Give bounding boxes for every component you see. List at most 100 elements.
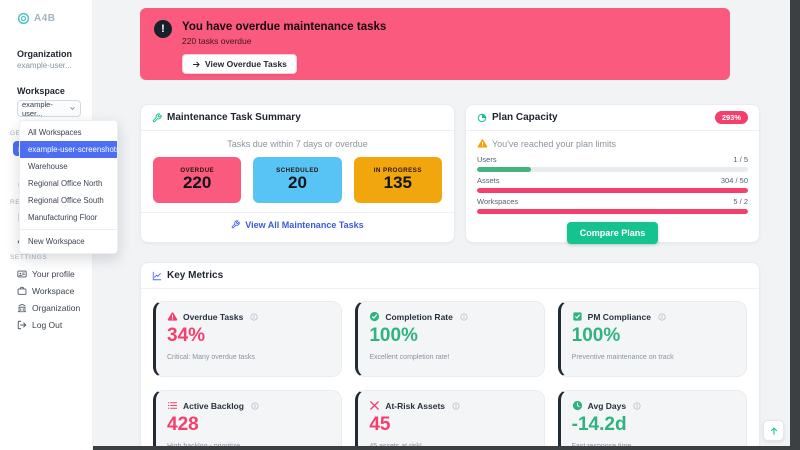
stat-label: OVERDUE <box>180 167 215 175</box>
sidebar-item-label: Organization <box>32 302 81 313</box>
workspaces-progress-bar <box>477 209 748 214</box>
overdue-alert-banner: ! You have overdue maintenance tasks 220… <box>140 8 730 80</box>
logo-rings-icon <box>17 12 30 25</box>
key-metrics-card: Key Metrics Overdue Tasks 34% Critical: … <box>140 262 760 446</box>
logout-icon <box>17 320 27 330</box>
warning-triangle-icon <box>477 138 488 149</box>
stat-value: 135 <box>383 173 412 193</box>
sidebar-item-label: Workspace <box>32 285 75 296</box>
workspace-dropdown: All Workspaces example-user-screenshots … <box>19 120 118 254</box>
chart-line-icon <box>152 271 162 281</box>
sidebar-item-label: Log Out <box>32 319 63 330</box>
view-overdue-tasks-label: View Overdue Tasks <box>205 59 287 69</box>
organization-value: example-user... <box>17 61 72 70</box>
plan-row-label-workspaces: Workspaces <box>477 197 519 206</box>
dropdown-divider <box>20 229 117 230</box>
metric-card-overdue-tasks: Overdue Tasks 34% Critical: Many overdue… <box>153 301 343 377</box>
check-circle-icon <box>369 311 380 322</box>
sidebar-item-workspace[interactable]: Workspace <box>0 283 92 298</box>
chevron-down-icon <box>69 105 76 112</box>
wrench-icon <box>231 220 240 229</box>
metric-card-completion-rate: Completion Rate 100% Excellent completio… <box>355 301 545 377</box>
dropdown-item-manufacturing-floor[interactable]: Manufacturing Floor <box>28 213 98 222</box>
wrench-icon <box>152 113 162 123</box>
stat-overdue[interactable]: OVERDUE 220 <box>153 157 242 203</box>
plan-row-value-workspaces: 5 / 2 <box>733 197 748 206</box>
info-icon[interactable] <box>460 313 468 321</box>
plan-capacity-card: Plan Capacity 293% You've reached your p… <box>465 104 760 244</box>
banner-title: You have overdue maintenance tasks <box>182 21 387 33</box>
dropdown-item-warehouse[interactable]: Warehouse <box>28 162 68 171</box>
id-card-icon <box>17 269 27 279</box>
alert-circle-icon: ! <box>154 20 172 38</box>
app-logo[interactable]: A4B <box>0 0 92 25</box>
metric-note: Excellent completion rate! <box>369 353 450 361</box>
plan-row-label-assets: Assets <box>477 176 500 185</box>
banner-subtitle: 220 tasks overdue <box>182 36 252 46</box>
organization-label: Organization <box>17 49 73 59</box>
sidebar-item-organization[interactable]: Organization <box>0 300 92 315</box>
dropdown-item-regional-north[interactable]: Regional Office North <box>28 179 103 188</box>
metric-card-pm-compliance: PM Compliance 100% Preventive maintenanc… <box>557 301 747 377</box>
sidebar-item-your-profile[interactable]: Your profile <box>0 266 92 281</box>
metric-value: 34% <box>167 325 206 346</box>
view-overdue-tasks-button[interactable]: View Overdue Tasks <box>182 54 297 74</box>
plan-warning-text: You've reached your plan limits <box>492 138 616 149</box>
arrow-right-icon <box>192 60 201 69</box>
compare-plans-button[interactable]: Compare Plans <box>566 222 659 244</box>
dropdown-item-all-workspaces[interactable]: All Workspaces <box>28 128 82 137</box>
section-label-settings: SETTINGS <box>10 254 48 261</box>
dropdown-item-selected[interactable]: example-user-screenshots <box>20 141 117 158</box>
info-icon[interactable] <box>633 402 641 410</box>
plan-usage-badge: 293% <box>714 111 748 124</box>
stat-value: 220 <box>182 173 212 193</box>
metric-note: High backlog - prioritize <box>167 443 330 446</box>
metric-label: Active Backlog <box>183 400 244 411</box>
plan-title: Plan Capacity <box>492 112 558 123</box>
metric-note: Preventive maintenance on track <box>571 353 674 361</box>
crossed-tools-icon <box>369 400 380 411</box>
summary-title: Maintenance Task Summary <box>167 112 301 123</box>
metric-label: Overdue Tasks <box>183 311 244 322</box>
bank-icon <box>17 303 27 313</box>
pie-chart-icon <box>477 113 487 123</box>
plan-row-label-users: Users <box>477 155 497 164</box>
workspace-select[interactable]: example-user... <box>17 99 81 118</box>
metric-value: 45 <box>369 414 391 435</box>
view-all-label: View All Maintenance Tasks <box>245 219 364 230</box>
check-square-icon <box>572 311 583 322</box>
metric-value: 100% <box>369 325 418 346</box>
dropdown-item-new-workspace[interactable]: New Workspace <box>28 237 85 246</box>
plan-row-value-users: 1 / 5 <box>733 155 748 164</box>
metric-value: 428 <box>167 414 199 435</box>
scroll-to-top-button[interactable] <box>763 420 784 441</box>
info-icon[interactable] <box>251 402 259 410</box>
workspace-select-value: example-user... <box>22 99 53 118</box>
assets-progress-fill <box>477 188 748 193</box>
metrics-title: Key Metrics <box>167 270 224 281</box>
briefcase-icon <box>17 286 27 296</box>
metric-card-at-risk-assets: At-Risk Assets 45 45 assets at risk! <box>355 390 545 446</box>
info-icon[interactable] <box>250 313 258 321</box>
plan-row-value-assets: 304 / 50 <box>720 176 748 185</box>
metric-note: Fast response time <box>572 443 735 446</box>
stat-in-progress[interactable]: IN PROGRESS 135 <box>353 157 442 203</box>
metric-note: Critical: Many overdue tasks <box>167 353 255 361</box>
sidebar-item-log-out[interactable]: Log Out <box>0 317 92 332</box>
info-icon[interactable] <box>452 402 460 410</box>
metric-label: Completion Rate <box>385 311 453 322</box>
list-icon <box>167 400 178 411</box>
dropdown-item-regional-south[interactable]: Regional Office South <box>28 196 104 205</box>
users-progress-fill <box>477 167 532 172</box>
stat-label: IN PROGRESS <box>373 167 422 175</box>
metric-card-avg-days: Avg Days -14.2d Fast response time <box>557 390 747 446</box>
logo-text: A4B <box>34 13 56 24</box>
info-icon[interactable] <box>658 313 666 321</box>
view-all-maintenance-tasks-link[interactable]: View All Maintenance Tasks <box>141 212 454 236</box>
metric-label: At-Risk Assets <box>385 400 446 411</box>
stat-value: 20 <box>288 173 307 193</box>
stat-scheduled[interactable]: SCHEDULED 20 <box>253 157 342 203</box>
stat-label: SCHEDULED <box>276 167 319 175</box>
main-content: ! You have overdue maintenance tasks 220… <box>93 0 790 446</box>
users-progress-bar <box>477 167 748 172</box>
